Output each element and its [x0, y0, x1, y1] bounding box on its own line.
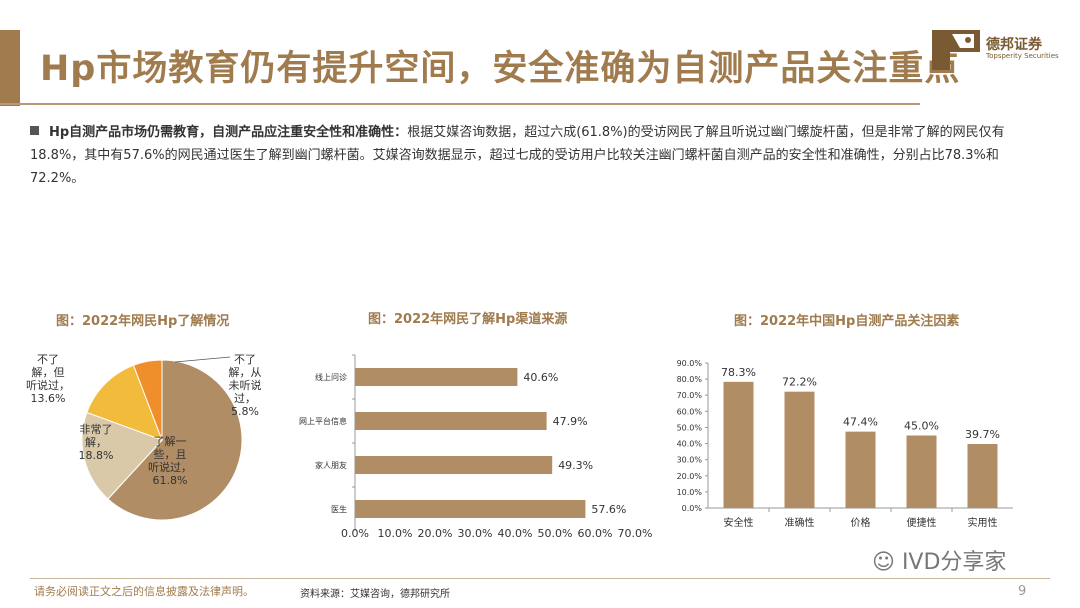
hbar-category-label: 家人朋友 — [315, 460, 347, 470]
vbar-bar — [906, 435, 937, 508]
summary-text: 根据艾媒咨询数据，超过六成(61.8%)的受访网民了解且听说过幽门螺旋杆菌，但是… — [30, 125, 1005, 186]
pie-slice-label: 了解一些，且听说过， — [148, 434, 192, 474]
footer-source: 资料来源：艾媒咨询，德邦研究所 — [300, 589, 450, 600]
hbar-x-tick-label: 30.0% — [458, 527, 493, 540]
vbar-y-tick-label: 80.0% — [677, 375, 703, 384]
pie-slice — [107, 359, 243, 521]
title-divider — [0, 103, 920, 105]
hbar-value-label: 47.9% — [553, 415, 588, 428]
vbar-bar — [723, 381, 754, 508]
hbar-value-label: 57.6% — [591, 503, 626, 516]
vbar-category-label: 便捷性 — [907, 516, 937, 529]
vbar-bar — [845, 431, 876, 508]
vbar-y-tick-label: 70.0% — [677, 391, 703, 400]
vbar-chart: 0.0% 10.0% 20.0% 30.0% 40.0% 50.0% 60.0% 70.0% 8… — [677, 359, 1013, 529]
pie-slice-label: 非常了解， — [80, 423, 113, 449]
pie-leader-line — [174, 356, 231, 363]
pie-slice-label: 不了解，从未听说过， — [229, 353, 262, 405]
vbar-y-tick-label: 60.0% — [677, 407, 703, 416]
wechat-icon: ☺ — [872, 550, 895, 575]
vbar-value-label: 78.3% — [721, 366, 756, 379]
page-number: 9 — [1018, 584, 1027, 599]
vbar-value-label: 45.0% — [904, 420, 939, 433]
hbar-value-label: 49.3% — [558, 459, 593, 472]
pie-slice-value: 18.8% — [79, 449, 114, 462]
vbar-value-label: 72.2% — [782, 376, 817, 389]
logo-text-en: Topsperity Securities — [986, 52, 1059, 60]
pie-slice — [86, 364, 163, 441]
pie-slice-value: 13.6% — [31, 392, 66, 405]
bullet-square-icon — [30, 126, 39, 135]
vbar-y-tick-label: 90.0% — [677, 359, 703, 368]
hbar-category-label: 网上平台信息 — [299, 416, 347, 426]
page-title: Hp市场教育仍有提升空间，安全准确为自测产品关注重点 — [40, 49, 961, 89]
vbar-y-tick-label: 10.0% — [677, 488, 703, 497]
hbar-category-label: 线上问诊 — [315, 372, 347, 382]
title-accent-bar — [0, 30, 20, 106]
vbar-category-label: 安全性 — [724, 516, 754, 529]
hbar-x-tick-label: 0.0% — [341, 527, 369, 540]
pie-slice-label: 不了解，但听说过， — [26, 353, 70, 392]
pie-slice-value: 5.8% — [231, 405, 259, 418]
vbar-y-tick-label: 40.0% — [677, 440, 703, 449]
vbar-y-tick-label: 20.0% — [677, 472, 703, 481]
vbar-bar — [967, 444, 998, 508]
summary-paragraph: Hp自测产品市场仍需教育，自测产品应注重安全性和准确性：根据艾媒咨询数据，超过六… — [30, 121, 1050, 190]
hbar-category-label: 医生 — [331, 504, 347, 514]
hbar-chart: 线上问诊 40.6% 网上平台信息 47.9% 家人朋友 49.3% 医生 57.6% 0.0%… — [299, 354, 653, 540]
hbar-bar — [355, 412, 547, 430]
pie-slice — [81, 411, 163, 500]
vbar-value-label: 47.4% — [843, 416, 878, 429]
vbar-category-label: 价格 — [851, 516, 871, 529]
vbar-bar — [784, 391, 815, 508]
pie-slice — [132, 359, 163, 441]
vbar-category-label: 准确性 — [785, 516, 815, 529]
hbar-bar — [355, 456, 553, 474]
vbar-y-tick-label: 0.0% — [682, 504, 703, 513]
pie-slice-value: 61.8% — [153, 474, 188, 487]
vbar-value-label: 39.7% — [965, 428, 1000, 441]
hbar-x-tick-label: 70.0% — [618, 527, 653, 540]
company-logo: 德邦证券 Topsperity Securities — [930, 28, 1070, 72]
logo-text-cn: 德邦证券 — [986, 37, 1042, 53]
vbar-category-label: 实用性 — [968, 516, 998, 529]
watermark-text: IVD分享家 — [901, 550, 1007, 575]
watermark: ☺ IVD分享家 — [872, 544, 1006, 576]
hbar-x-tick-label: 50.0% — [538, 527, 573, 540]
hbar-x-tick-label: 60.0% — [578, 527, 613, 540]
hbar-x-tick-label: 20.0% — [418, 527, 453, 540]
summary-lead: Hp自测产品市场仍需教育，自测产品应注重安全性和准确性： — [49, 125, 408, 140]
vbar-y-tick-label: 50.0% — [677, 423, 703, 432]
vbar-chart-title: 图：2022年中国Hp自测产品关注因素 — [734, 314, 960, 329]
hbar-x-tick-label: 10.0% — [378, 527, 413, 540]
hbar-chart-title: 图：2022年网民了解Hp渠道来源 — [368, 312, 568, 327]
hbar-bar — [355, 368, 518, 386]
pie-chart: 了解一些，且听说过，61.8% 非常了解，18.8% 不了解，但听说过，13.6% 不… — [26, 353, 262, 521]
footer-divider — [30, 578, 1050, 579]
title-bar: Hp市场教育仍有提升空间，安全准确为自测产品关注重点 — [0, 30, 959, 106]
hbar-bar — [355, 500, 586, 518]
logo-emblem-icon — [932, 30, 980, 70]
footer-disclaimer: 请务必阅读正文之后的信息披露及法律声明。 — [34, 585, 254, 598]
hbar-x-tick-label: 40.0% — [498, 527, 533, 540]
hbar-value-label: 40.6% — [523, 371, 558, 384]
vbar-y-tick-label: 30.0% — [677, 456, 703, 465]
pie-chart-title: 图：2022年网民Hp了解情况 — [56, 314, 230, 329]
